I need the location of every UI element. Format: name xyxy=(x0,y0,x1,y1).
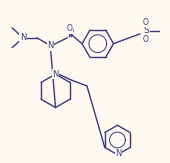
Text: S: S xyxy=(143,26,149,35)
Text: O: O xyxy=(143,35,149,44)
Text: N: N xyxy=(47,41,54,50)
Text: O: O xyxy=(143,18,149,27)
Text: N: N xyxy=(20,33,26,42)
Text: N: N xyxy=(52,70,59,79)
Text: O: O xyxy=(66,24,72,33)
Text: N: N xyxy=(115,149,122,158)
